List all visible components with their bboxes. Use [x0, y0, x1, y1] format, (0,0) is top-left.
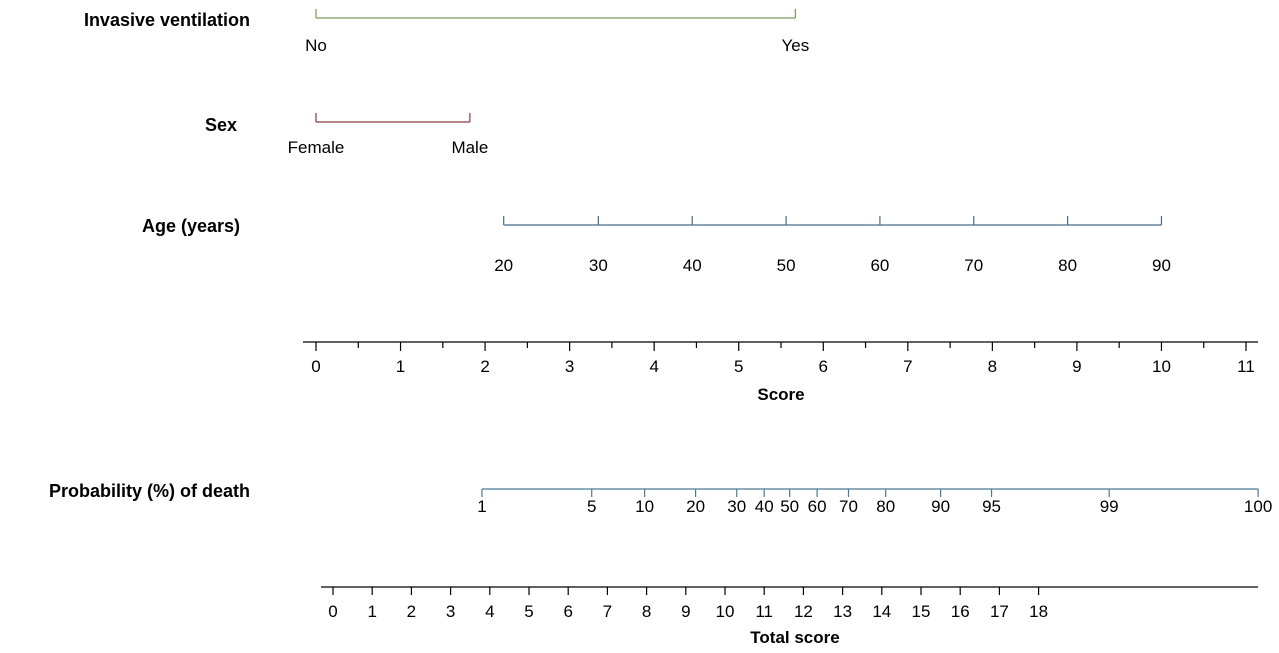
score-tick-label: 0: [311, 357, 320, 376]
variable-label-sex: Sex: [205, 115, 237, 135]
level-label-sex: Male: [451, 138, 488, 157]
level-label-sex: Female: [288, 138, 345, 157]
level-label-age: 80: [1058, 256, 1077, 275]
probability-tick-label: 40: [755, 497, 774, 516]
score-axis-title: Score: [757, 385, 804, 404]
level-label-age: 40: [683, 256, 702, 275]
probability-tick-label: 70: [839, 497, 858, 516]
probability-tick-label: 99: [1100, 497, 1119, 516]
total-tick-label: 14: [872, 602, 891, 621]
probability-tick-label: 90: [931, 497, 950, 516]
score-tick-label: 6: [819, 357, 828, 376]
probability-tick-label: 50: [780, 497, 799, 516]
total-tick-label: 13: [833, 602, 852, 621]
probability-tick-label: 10: [635, 497, 654, 516]
level-label-age: 60: [870, 256, 889, 275]
total-tick-label: 3: [446, 602, 455, 621]
level-label-age: 30: [589, 256, 608, 275]
variable-label-invasive_ventilation: Invasive ventilation: [84, 10, 250, 30]
score-tick-label: 4: [649, 357, 658, 376]
score-tick-label: 3: [565, 357, 574, 376]
level-label-age: 90: [1152, 256, 1171, 275]
level-label-invasive_ventilation: No: [305, 36, 327, 55]
score-tick-label: 10: [1152, 357, 1171, 376]
total-tick-label: 16: [951, 602, 970, 621]
total-axis-title: Total score: [750, 628, 839, 647]
score-tick-label: 2: [480, 357, 489, 376]
total-tick-label: 12: [794, 602, 813, 621]
probability-tick-label: 20: [686, 497, 705, 516]
level-label-age: 70: [964, 256, 983, 275]
probability-tick-label: 5: [587, 497, 596, 516]
probability-label: Probability (%) of death: [49, 481, 250, 501]
total-tick-label: 18: [1029, 602, 1048, 621]
probability-tick-label: 95: [982, 497, 1001, 516]
total-tick-label: 9: [681, 602, 690, 621]
level-label-invasive_ventilation: Yes: [782, 36, 810, 55]
level-label-age: 20: [494, 256, 513, 275]
total-tick-label: 6: [563, 602, 572, 621]
probability-tick-label: 30: [727, 497, 746, 516]
total-tick-label: 17: [990, 602, 1009, 621]
probability-tick-label: 60: [808, 497, 827, 516]
total-tick-label: 4: [485, 602, 494, 621]
score-tick-label: 1: [396, 357, 405, 376]
total-tick-label: 5: [524, 602, 533, 621]
score-tick-label: 9: [1072, 357, 1081, 376]
score-tick-label: 5: [734, 357, 743, 376]
probability-tick-label: 100: [1244, 497, 1272, 516]
total-tick-label: 7: [603, 602, 612, 621]
variable-label-age: Age (years): [142, 216, 240, 236]
score-tick-label: 11: [1237, 357, 1255, 376]
level-label-age: 50: [777, 256, 796, 275]
total-tick-label: 0: [328, 602, 337, 621]
probability-tick-label: 80: [876, 497, 895, 516]
total-tick-label: 2: [407, 602, 416, 621]
probability-tick-label: 1: [477, 497, 486, 516]
total-tick-label: 15: [912, 602, 931, 621]
score-tick-label: 8: [988, 357, 997, 376]
score-tick-label: 7: [903, 357, 912, 376]
total-tick-label: 8: [642, 602, 651, 621]
total-tick-label: 11: [755, 602, 773, 621]
total-tick-label: 10: [716, 602, 735, 621]
total-tick-label: 1: [367, 602, 376, 621]
